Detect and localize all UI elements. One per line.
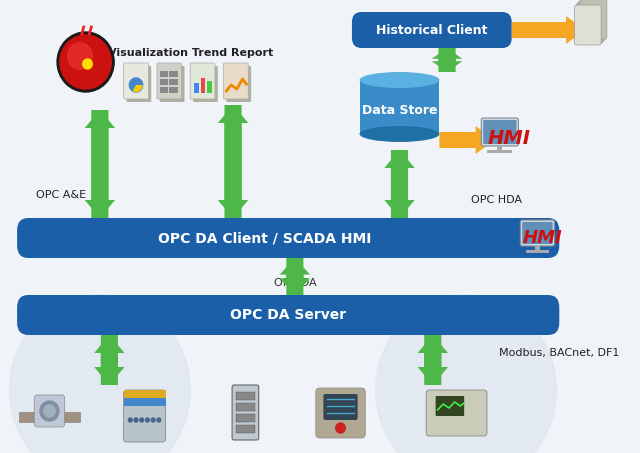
Bar [194,83,199,93]
Circle shape [10,295,190,453]
FancyBboxPatch shape [124,390,166,442]
Polygon shape [84,110,115,218]
Bar [124,398,166,406]
FancyBboxPatch shape [227,66,251,102]
Polygon shape [218,105,248,218]
Bar [160,71,168,77]
FancyBboxPatch shape [223,63,248,99]
FancyBboxPatch shape [481,118,518,146]
FancyBboxPatch shape [520,220,554,246]
FancyBboxPatch shape [160,66,184,102]
Bar [170,79,178,85]
Polygon shape [417,335,448,385]
FancyBboxPatch shape [17,295,559,335]
Text: OPC HDA: OPC HDA [471,195,522,205]
Polygon shape [384,150,415,218]
Bar [497,146,502,150]
Circle shape [129,78,143,92]
FancyBboxPatch shape [232,385,259,440]
Polygon shape [218,105,248,218]
Circle shape [129,418,132,422]
Text: HMI: HMI [522,229,562,247]
Polygon shape [94,335,125,385]
Polygon shape [384,150,415,218]
Bar [170,71,178,77]
Text: HMI: HMI [488,129,531,148]
FancyBboxPatch shape [157,63,182,99]
Polygon shape [84,110,115,218]
Circle shape [140,418,143,422]
Bar [236,392,255,400]
Bar [236,414,255,422]
Circle shape [157,418,161,422]
FancyBboxPatch shape [426,390,487,436]
Circle shape [68,43,92,69]
Circle shape [145,418,149,422]
Text: Modbus, BACnet, DF1: Modbus, BACnet, DF1 [499,348,620,358]
Polygon shape [94,335,125,385]
FancyBboxPatch shape [483,120,516,144]
Bar [160,87,168,93]
Polygon shape [417,335,448,385]
FancyBboxPatch shape [580,0,607,39]
Polygon shape [440,126,495,154]
Polygon shape [432,48,462,72]
FancyBboxPatch shape [579,1,605,41]
Text: Data Store: Data Store [362,105,437,117]
FancyBboxPatch shape [575,5,601,45]
Circle shape [376,295,556,453]
Circle shape [57,32,114,92]
Text: OPC DA Server: OPC DA Server [230,308,346,322]
FancyBboxPatch shape [193,66,218,102]
Text: OPC DA Client / SCADA HMI: OPC DA Client / SCADA HMI [157,231,371,245]
FancyBboxPatch shape [35,395,65,427]
FancyBboxPatch shape [352,12,512,48]
Bar [201,78,205,93]
FancyBboxPatch shape [323,394,358,420]
Bar [160,79,168,85]
Ellipse shape [360,126,440,142]
Bar [526,250,549,253]
Text: Visualization Trend Report: Visualization Trend Report [108,48,273,58]
Bar [236,425,255,433]
FancyBboxPatch shape [436,396,464,416]
Circle shape [151,418,155,422]
Text: Historical Client: Historical Client [376,24,488,37]
Bar [124,390,166,398]
Bar [170,87,178,93]
Circle shape [83,59,92,69]
FancyBboxPatch shape [190,63,215,99]
FancyBboxPatch shape [17,218,559,258]
Text: OPC DA: OPC DA [273,278,316,288]
Bar [207,81,212,93]
Bar [534,246,540,250]
Text: OPC A&E: OPC A&E [36,190,86,200]
FancyBboxPatch shape [522,222,552,244]
Circle shape [44,405,55,417]
Bar [236,403,255,411]
Bar [487,150,512,153]
Circle shape [60,35,111,89]
Polygon shape [280,258,310,295]
FancyBboxPatch shape [124,63,148,99]
Polygon shape [432,48,462,72]
Bar [19,412,80,422]
FancyBboxPatch shape [577,3,603,43]
FancyBboxPatch shape [127,66,151,102]
Wedge shape [132,85,143,92]
Bar [360,80,440,134]
Ellipse shape [360,72,440,88]
Circle shape [134,418,138,422]
Polygon shape [280,258,310,295]
Circle shape [336,423,345,433]
Circle shape [40,401,59,421]
Polygon shape [512,16,585,44]
FancyBboxPatch shape [316,388,365,438]
